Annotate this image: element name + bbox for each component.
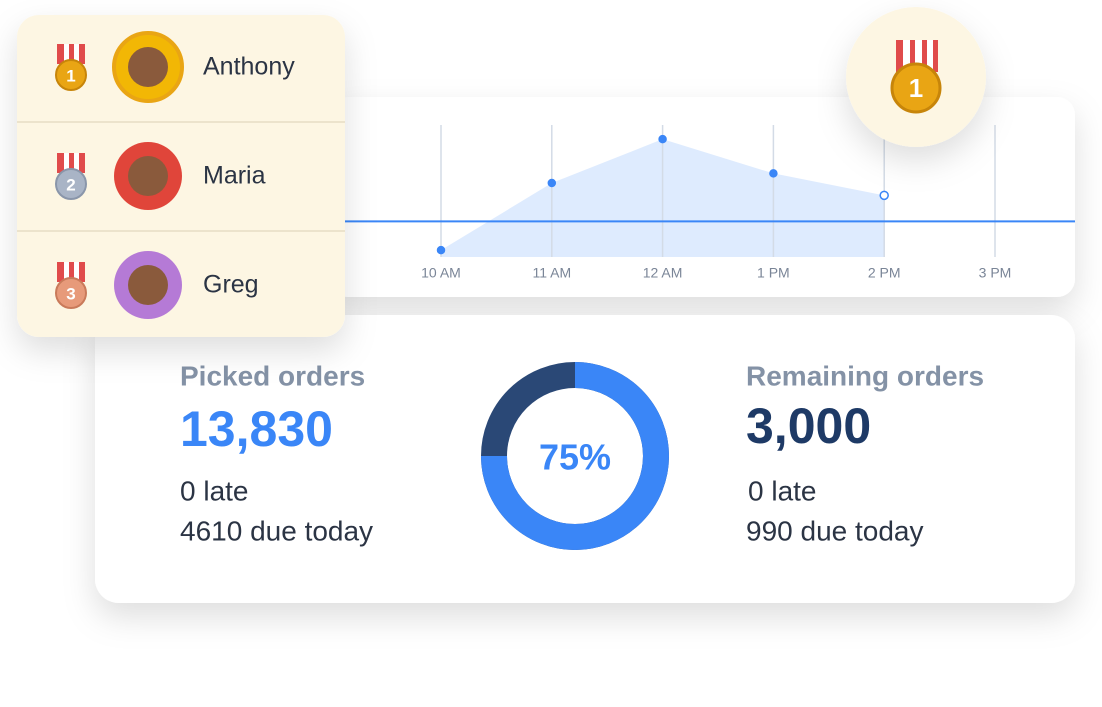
donut-arc [481,362,669,550]
player-name: Maria [203,162,266,190]
picked-value: 13,830 [180,401,333,457]
badge-rank: 1 [909,73,923,103]
player-name: Greg [203,271,259,299]
picked-label: Picked orders [180,360,365,391]
medal [55,277,87,309]
chart: 10 AM 11 AM 12 AM 1 PM 2 PM 3 PM [330,125,1075,281]
x-tick-label: 3 PM [979,265,1012,281]
x-tick-label: 1 PM [757,265,790,281]
data-point [547,178,557,188]
donut [481,362,669,550]
data-point [436,245,446,255]
avatar-face [128,47,168,87]
medal-rank: 3 [66,284,75,303]
x-tick-label: 11 AM [532,265,571,281]
remaining-value: 3,000 [746,398,871,454]
x-tick-label: 10 AM [421,265,461,281]
x-tick-label: 2 PM [868,265,901,281]
medal-rank: 1 [66,66,75,85]
remaining-due: 990 due today [746,515,924,546]
picked-due: 4610 due today [180,515,373,546]
medal-ribbon-stripe [74,262,79,282]
donut-label: 75% [539,437,611,478]
data-point [769,169,778,178]
avatar-face [128,156,168,196]
chart-card [330,97,1075,297]
remaining-late: 0 late [748,475,817,506]
medal-ribbon-stripe [64,262,69,282]
x-tick-label: 12 AM [643,265,683,281]
leaderboard: 1 Anthony 2 Maria 3 Greg [55,31,295,319]
player-name: Anthony [203,53,295,81]
data-point [879,190,889,201]
data-point [658,134,667,144]
stats-card [95,315,1075,603]
medal [55,59,87,91]
badge-medal [890,62,942,114]
medal-ribbon-stripe [74,44,79,64]
medal-ribbon-stripe [74,153,79,173]
medal-rank: 2 [66,175,75,194]
medal [55,168,87,200]
medal-ribbon-stripe [64,153,69,173]
avatar-face [128,265,168,305]
medal-ribbon-stripe [64,44,69,64]
remaining-label: Remaining orders [746,360,984,391]
picked-late: 0 late [180,475,249,506]
